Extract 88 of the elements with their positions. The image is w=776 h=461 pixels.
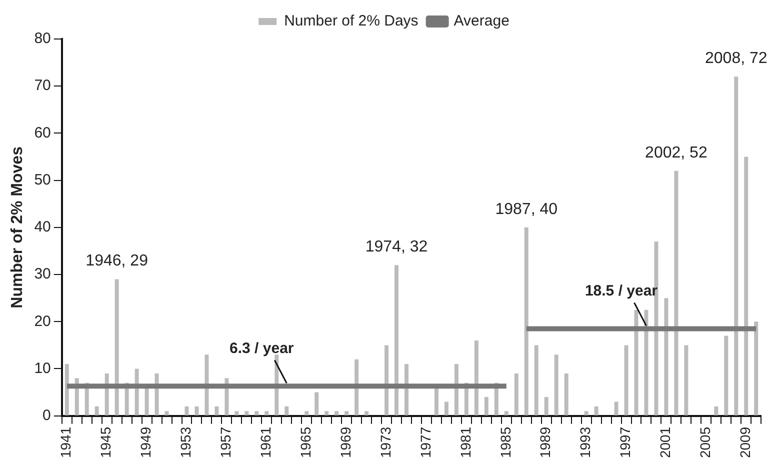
annotation: 2002, 52 xyxy=(645,144,708,162)
bar xyxy=(644,310,648,416)
bar xyxy=(64,364,69,416)
bar xyxy=(184,406,189,416)
y-tick-label: 50 xyxy=(34,171,51,188)
bar xyxy=(404,364,408,416)
x-tick-label: 1949 xyxy=(138,426,154,458)
bar xyxy=(134,368,139,416)
y-axis-title: Number of 2% Moves xyxy=(9,146,26,308)
x-tick-label: 1957 xyxy=(218,426,234,458)
bar xyxy=(254,411,259,416)
bar xyxy=(474,340,478,416)
x-tick-label: 1961 xyxy=(258,426,274,458)
annotation: 1987, 40 xyxy=(495,200,558,218)
x-tick-label: 1945 xyxy=(98,426,114,458)
bar xyxy=(614,402,618,416)
y-tick-label: 70 xyxy=(34,77,51,94)
bar xyxy=(524,227,528,416)
y-tick-label: 0 xyxy=(42,406,51,424)
bar xyxy=(144,388,149,416)
x-tick-label: 2005 xyxy=(697,426,714,458)
bar xyxy=(744,156,748,416)
annotation: 18.5 / year xyxy=(584,282,658,300)
x-tick-label: 1969 xyxy=(337,426,354,458)
y-tick-label: 30 xyxy=(34,266,51,283)
y-tick-label: 80 xyxy=(34,30,51,48)
bar xyxy=(534,345,538,416)
bar xyxy=(284,406,289,416)
bar xyxy=(714,406,718,416)
bar xyxy=(334,411,339,416)
bar xyxy=(244,411,249,416)
bar xyxy=(344,411,349,416)
bar xyxy=(234,411,239,416)
annotation: 1974, 32 xyxy=(365,238,428,256)
bar xyxy=(624,345,628,416)
x-tick-label: 1989 xyxy=(537,426,554,458)
legend-label: Average xyxy=(454,12,510,30)
bar xyxy=(164,411,169,416)
x-tick-label: 1965 xyxy=(297,426,314,458)
annotation: 1946, 29 xyxy=(86,252,148,270)
bar xyxy=(504,411,508,416)
x-tick-label: 1977 xyxy=(417,426,434,458)
x-tick-label: 1981 xyxy=(457,426,474,458)
bar xyxy=(544,397,548,416)
bar xyxy=(724,336,728,416)
x-tick-label: 1941 xyxy=(58,426,74,458)
bar xyxy=(384,345,389,416)
bar xyxy=(444,402,448,416)
x-tick-label: 1993 xyxy=(577,426,594,458)
bar xyxy=(304,411,309,416)
bar xyxy=(554,354,558,416)
x-tick-label: 1985 xyxy=(497,426,514,458)
bar xyxy=(684,345,688,416)
bar xyxy=(434,388,438,416)
bar xyxy=(264,411,269,416)
x-tick-label: 2009 xyxy=(736,426,753,458)
bar xyxy=(114,279,119,416)
bar xyxy=(314,392,319,416)
bar xyxy=(734,76,738,416)
bar xyxy=(634,310,638,416)
bar xyxy=(514,373,518,416)
bar xyxy=(214,406,219,416)
bar xyxy=(754,322,758,416)
bar xyxy=(674,170,678,416)
bar xyxy=(204,354,209,416)
x-tick-label: 2001 xyxy=(657,426,674,458)
legend-label: Number of 2% Days xyxy=(284,12,418,30)
x-tick-label: 1973 xyxy=(377,426,394,458)
bar xyxy=(94,406,99,416)
annotation: 2008, 72 xyxy=(704,50,768,68)
bar xyxy=(564,373,568,416)
y-tick-label: 40 xyxy=(34,218,51,236)
bar xyxy=(584,411,588,416)
bar xyxy=(484,397,488,416)
annotation: 6.3 / year xyxy=(230,340,294,357)
x-tick-label: 1997 xyxy=(617,426,634,458)
bar xyxy=(194,406,199,416)
bar xyxy=(364,411,369,416)
bar xyxy=(324,411,329,416)
bar xyxy=(594,406,598,416)
bar xyxy=(664,298,668,416)
bar xyxy=(394,265,399,416)
x-tick-label: 1953 xyxy=(178,426,194,458)
bar xyxy=(354,359,359,416)
y-tick-label: 10 xyxy=(34,360,51,377)
bar xyxy=(454,364,458,416)
y-tick-label: 20 xyxy=(34,312,51,330)
y-tick-label: 60 xyxy=(34,124,51,142)
